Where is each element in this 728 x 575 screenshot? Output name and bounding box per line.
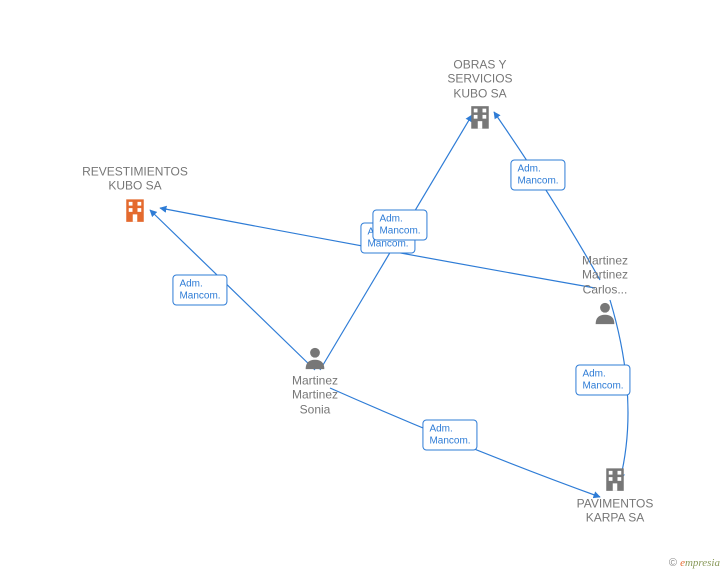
edge-label-carlos-to-pavimentos: Adm.Mancom. [575, 365, 630, 396]
person-icon [545, 299, 665, 327]
node-label: OBRAS YSERVICIOSKUBO SA [420, 57, 540, 100]
node-label: PAVIMENTOSKARPA SA [555, 497, 675, 526]
node-revestimientos[interactable]: REVESTIMIENTOSKUBO SA [75, 165, 195, 226]
person-icon [255, 343, 375, 371]
building-icon [75, 195, 195, 225]
node-label: MartinezMartinezCarlos... [545, 253, 665, 296]
edge-label-sonia-to-pavimentos: Adm.Mancom. [422, 420, 477, 451]
brand-rest: mpresia [685, 557, 720, 569]
node-pavimentos[interactable]: PAVIMENTOSKARPA SA [555, 465, 675, 526]
building-icon [555, 465, 675, 495]
node-carlos[interactable]: MartinezMartinezCarlos... [545, 253, 665, 326]
edge-label-carlos-to-obras: Adm.Mancom. [510, 160, 565, 191]
building-icon [420, 103, 540, 133]
node-label: MartinezMartinezSonia [255, 373, 375, 416]
node-label: REVESTIMIENTOSKUBO SA [75, 165, 195, 194]
edge-label-sonia-to-revestimientos: Adm.Mancom. [172, 275, 227, 306]
node-sonia[interactable]: MartinezMartinezSonia [255, 343, 375, 416]
node-obras[interactable]: OBRAS YSERVICIOSKUBO SA [420, 57, 540, 132]
copyright-symbol: © [669, 557, 677, 569]
diagram-canvas: Adm.Mancom. Adm.Mancom. Adm.Mancom. Adm.Man… [0, 0, 728, 575]
edge-label-carlos-to-revestimientos: Adm.Mancom. [372, 210, 427, 241]
watermark: © empresia [669, 557, 720, 569]
